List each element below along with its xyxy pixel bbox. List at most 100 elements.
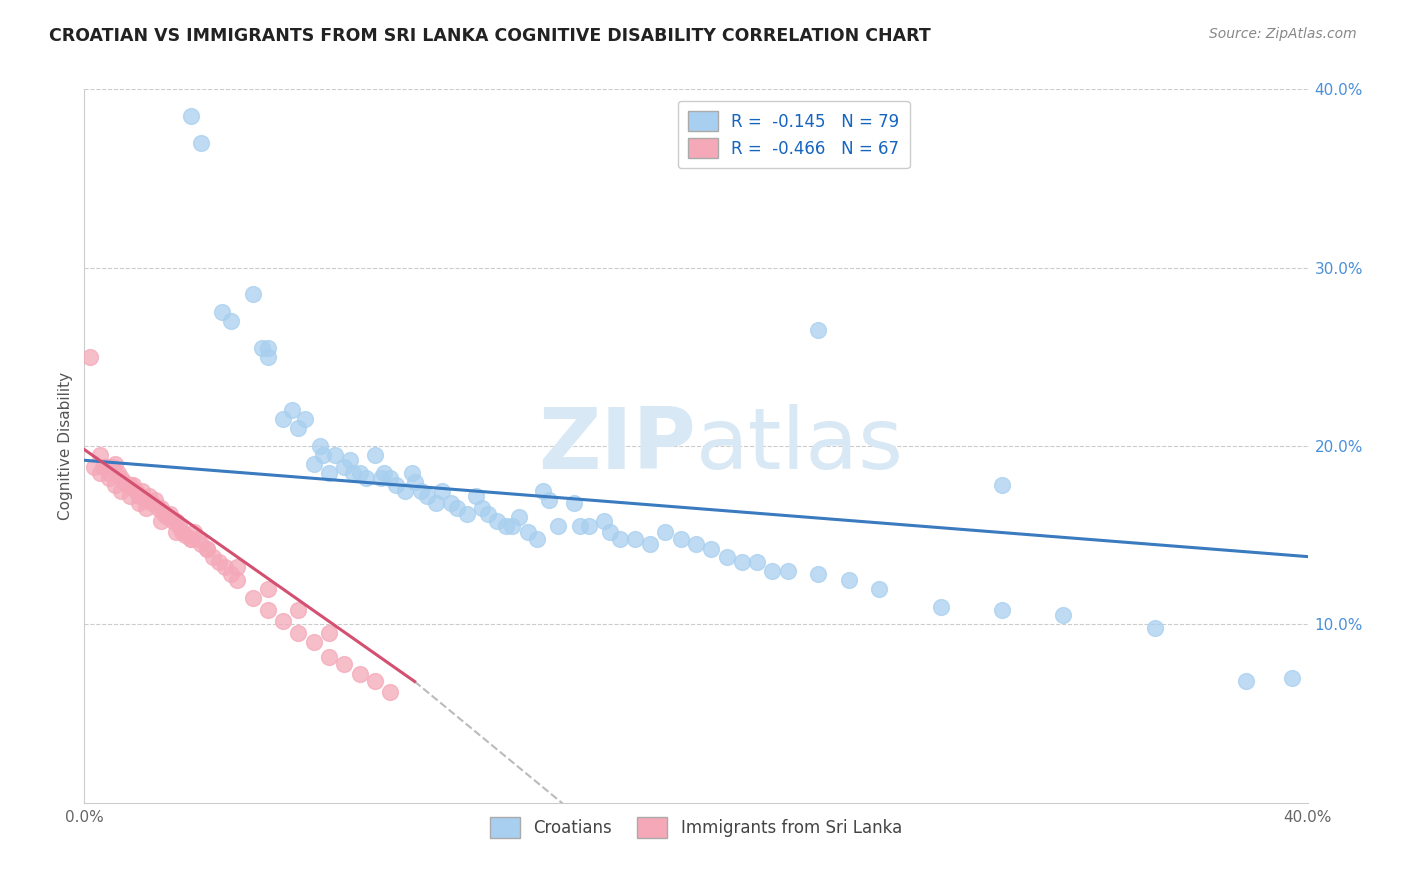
Point — [153, 507, 176, 521]
Point — [349, 466, 371, 480]
Point — [214, 560, 236, 574]
Point — [122, 478, 145, 492]
Point — [430, 483, 453, 498]
Legend: Croatians, Immigrants from Sri Lanka: Croatians, Immigrants from Sri Lanka — [484, 811, 908, 845]
Point — [731, 555, 754, 569]
Point — [531, 483, 554, 498]
Point — [477, 507, 499, 521]
Point — [174, 528, 197, 542]
Point — [747, 555, 769, 569]
Point — [120, 478, 142, 492]
Point — [79, 350, 101, 364]
Point — [380, 471, 402, 485]
Point — [991, 478, 1014, 492]
Point — [716, 549, 738, 564]
Point — [807, 323, 830, 337]
Point — [700, 542, 723, 557]
Point — [110, 471, 132, 485]
Point — [380, 685, 402, 699]
Point — [339, 453, 361, 467]
Point — [110, 483, 132, 498]
Y-axis label: Cognitive Disability: Cognitive Disability — [58, 372, 73, 520]
Point — [685, 537, 707, 551]
Point — [208, 555, 231, 569]
Point — [186, 532, 208, 546]
Point — [271, 614, 294, 628]
Point — [183, 524, 205, 539]
Point — [271, 412, 294, 426]
Point — [349, 667, 371, 681]
Point — [364, 448, 387, 462]
Point — [416, 489, 439, 503]
Point — [219, 567, 242, 582]
Point — [281, 403, 304, 417]
Point — [257, 341, 280, 355]
Point — [486, 514, 509, 528]
Point — [929, 599, 952, 614]
Point — [149, 514, 172, 528]
Point — [162, 514, 184, 528]
Point — [287, 421, 309, 435]
Point — [180, 109, 202, 123]
Point — [156, 510, 179, 524]
Point — [404, 475, 426, 489]
Point — [538, 492, 561, 507]
Point — [250, 341, 273, 355]
Point — [654, 524, 676, 539]
Point — [1143, 621, 1166, 635]
Point — [669, 532, 692, 546]
Point — [180, 532, 202, 546]
Point — [761, 564, 783, 578]
Point — [1281, 671, 1303, 685]
Point — [638, 537, 661, 551]
Point — [323, 448, 346, 462]
Point — [807, 567, 830, 582]
Point — [167, 519, 190, 533]
Point — [776, 564, 799, 578]
Point — [287, 603, 309, 617]
Point — [104, 478, 127, 492]
Text: ZIP: ZIP — [538, 404, 696, 488]
Point — [502, 519, 524, 533]
Point — [446, 501, 468, 516]
Point — [165, 524, 187, 539]
Point — [578, 519, 600, 533]
Point — [201, 549, 224, 564]
Point — [120, 489, 142, 503]
Point — [128, 496, 150, 510]
Point — [364, 674, 387, 689]
Point — [89, 448, 111, 462]
Point — [516, 524, 538, 539]
Point — [146, 501, 169, 516]
Point — [318, 466, 340, 480]
Point — [373, 466, 395, 480]
Point — [115, 478, 138, 492]
Point — [143, 492, 166, 507]
Point — [342, 466, 364, 480]
Point — [401, 466, 423, 480]
Text: Source: ZipAtlas.com: Source: ZipAtlas.com — [1209, 27, 1357, 41]
Point — [135, 501, 157, 516]
Point — [89, 466, 111, 480]
Point — [425, 496, 447, 510]
Point — [195, 542, 218, 557]
Point — [333, 657, 356, 671]
Point — [149, 501, 172, 516]
Point — [302, 635, 325, 649]
Point — [257, 603, 280, 617]
Point — [609, 532, 631, 546]
Point — [104, 457, 127, 471]
Point — [385, 478, 408, 492]
Point — [141, 496, 163, 510]
Point — [294, 412, 316, 426]
Point — [624, 532, 647, 546]
Point — [456, 507, 478, 521]
Point — [312, 448, 335, 462]
Point — [180, 532, 202, 546]
Point — [101, 460, 124, 475]
Point — [257, 582, 280, 596]
Point — [838, 573, 860, 587]
Point — [172, 524, 194, 539]
Point — [94, 460, 117, 475]
Point — [190, 136, 212, 150]
